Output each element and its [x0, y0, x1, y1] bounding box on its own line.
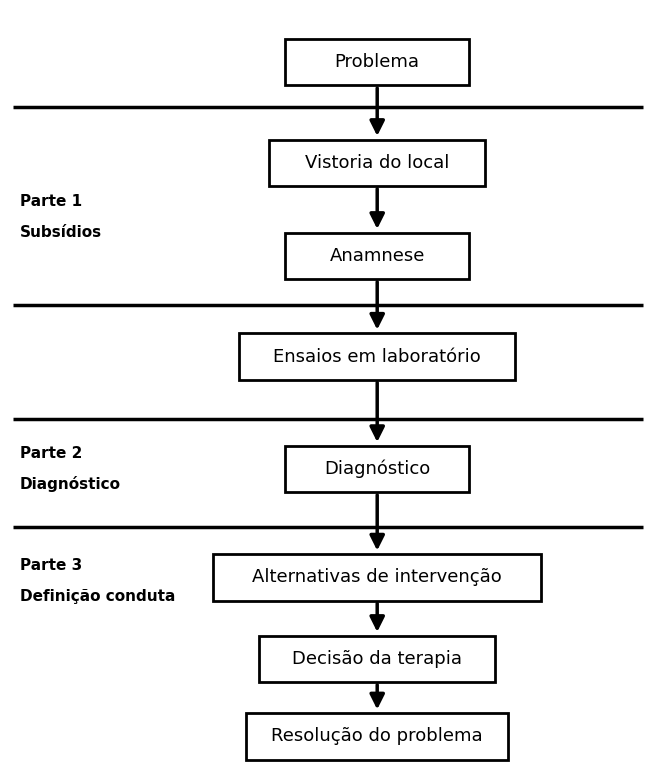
Text: Problema: Problema — [335, 53, 420, 71]
Text: Subsídios: Subsídios — [20, 225, 102, 240]
Text: Parte 2: Parte 2 — [20, 446, 82, 461]
FancyBboxPatch shape — [239, 333, 515, 380]
Text: Ensaios em laboratório: Ensaios em laboratório — [274, 347, 481, 366]
FancyBboxPatch shape — [259, 636, 495, 682]
FancyBboxPatch shape — [269, 140, 485, 186]
Text: Decisão da terapia: Decisão da terapia — [292, 649, 462, 668]
FancyBboxPatch shape — [285, 39, 469, 85]
Text: Vistoria do local: Vistoria do local — [305, 153, 449, 172]
FancyBboxPatch shape — [285, 232, 469, 279]
FancyBboxPatch shape — [285, 446, 469, 492]
Text: Diagnóstico: Diagnóstico — [324, 460, 430, 478]
Text: Diagnóstico: Diagnóstico — [20, 477, 121, 492]
Text: Anamnese: Anamnese — [329, 246, 425, 265]
Text: Parte 1: Parte 1 — [20, 194, 82, 209]
Text: Parte 3: Parte 3 — [20, 558, 82, 574]
Text: Alternativas de intervenção: Alternativas de intervenção — [253, 568, 502, 587]
FancyBboxPatch shape — [246, 713, 508, 760]
Text: Definição conduta: Definição conduta — [20, 589, 175, 604]
FancyBboxPatch shape — [213, 554, 541, 601]
Text: Resolução do problema: Resolução do problema — [272, 727, 483, 746]
